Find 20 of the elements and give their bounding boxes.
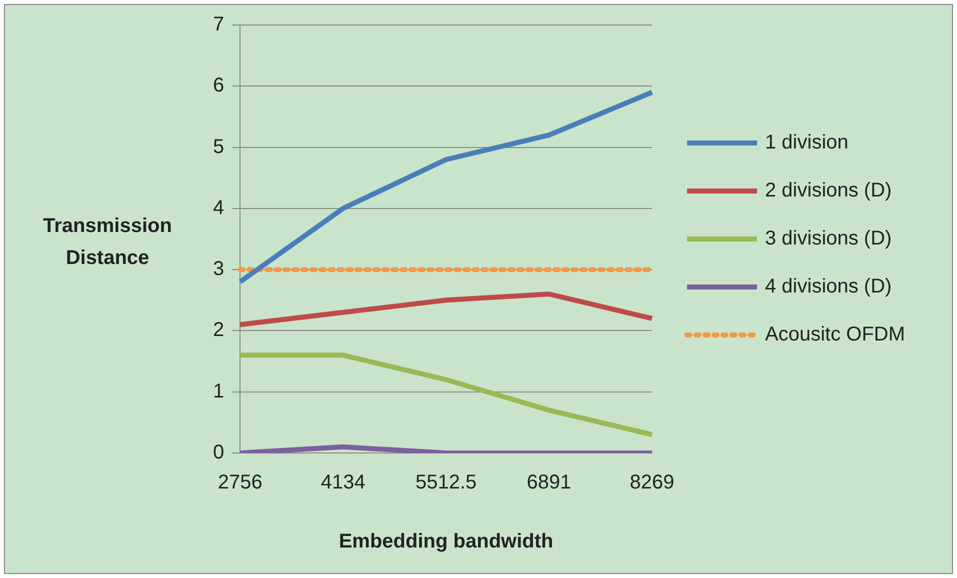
x-tick-label: 8269	[630, 472, 674, 494]
y-tick-label: 1	[213, 380, 224, 402]
y-tick-label: 6	[213, 74, 224, 97]
x-tick-label: 4134	[320, 472, 366, 494]
y-tick-label: 2	[213, 319, 224, 342]
legend-label: 4 divisions (D)	[765, 276, 892, 298]
x-tick-label: 2756	[218, 472, 262, 494]
y-tick-label: 4	[213, 196, 224, 219]
legend-label: 1 division	[765, 132, 848, 154]
y-tick-label: 7	[213, 14, 224, 36]
x-tick-label: 5512.5	[415, 472, 477, 494]
x-axis-title: Embedding bandwidth	[338, 530, 554, 553]
legend-label: 3 divisions (D)	[765, 228, 892, 250]
y-tick-label: 5	[213, 136, 224, 158]
y-tick-label: 3	[213, 258, 224, 280]
y-axis-title: Transmission Distance	[42, 214, 173, 271]
legend-label: Acousitc OFDM	[765, 324, 906, 346]
x-tick-label: 6891	[526, 472, 572, 494]
y-tick-label: 0	[213, 442, 224, 464]
legend-label: 2 divisions (D)	[765, 180, 892, 202]
